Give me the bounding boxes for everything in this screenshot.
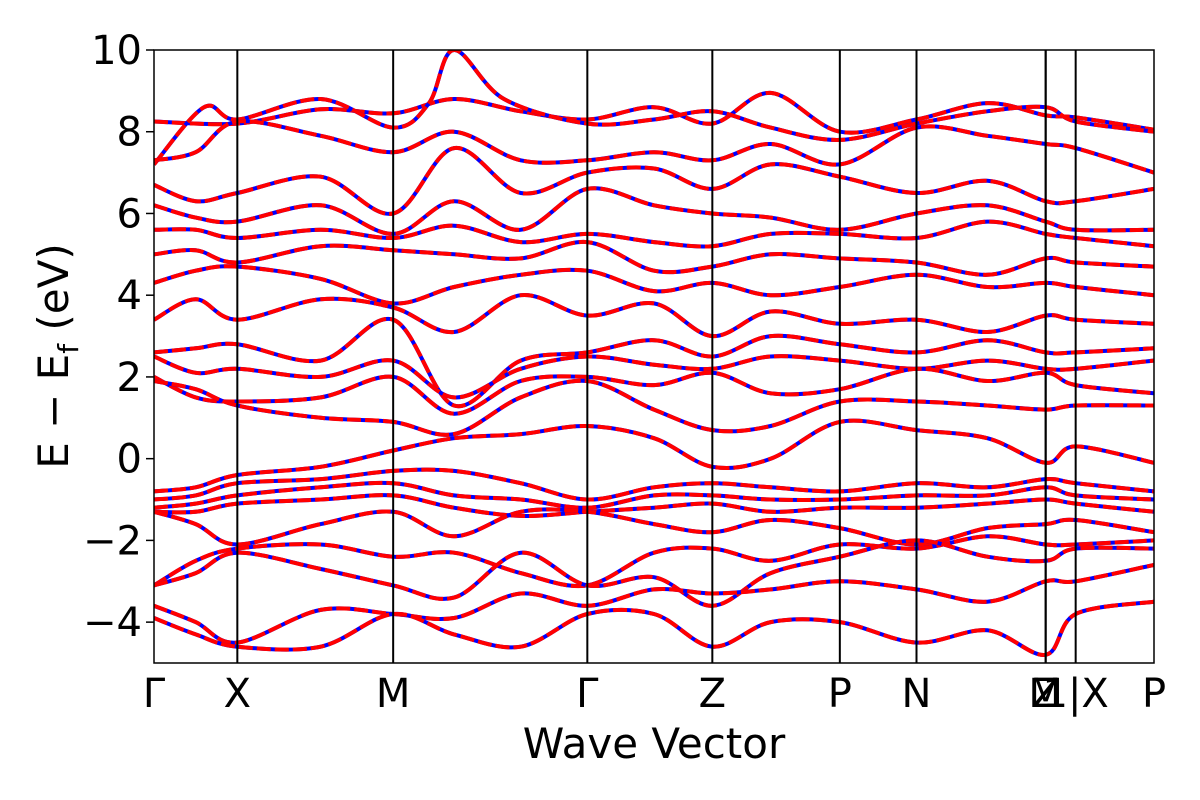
- band-line-red: [154, 50, 1154, 166]
- x-tick-label: X: [224, 671, 251, 717]
- bands-group: [154, 50, 1154, 657]
- x-tick-label: P: [1142, 671, 1166, 717]
- band-line-red: [154, 378, 1154, 437]
- x-tick-label: M: [1028, 671, 1063, 717]
- band-line-red: [154, 119, 1154, 175]
- plot-area: [154, 50, 1154, 663]
- band-line-red: [154, 493, 1154, 518]
- y-tick-label: 4: [117, 273, 142, 319]
- x-axis-ticks: Γ X M Γ Z P N ZM1|X P: [143, 671, 1166, 717]
- band-line-red: [154, 90, 1154, 135]
- band-line-red: [154, 186, 1154, 236]
- y-tick-label: −2: [83, 518, 142, 564]
- y-tick-label: 2: [117, 355, 142, 401]
- band-line-red: [154, 366, 1154, 416]
- band-line-red: [154, 354, 1154, 400]
- band-line-red: [154, 534, 1154, 589]
- plot-frame: [153, 49, 1155, 664]
- x-tick-label: P: [828, 671, 852, 717]
- y-tick-label: 0: [117, 437, 142, 483]
- x-tick-label: Z: [1032, 671, 1059, 717]
- x-axis-label: Wave Vector: [523, 719, 786, 768]
- kpoint-lines: [236, 50, 1077, 663]
- band-line-red: [154, 507, 1154, 547]
- band-line-red: [154, 219, 1154, 249]
- y-axis-label-unit: (eV): [29, 243, 78, 344]
- band-line-red: [154, 316, 1154, 409]
- x-tick-label: N: [902, 671, 932, 717]
- band-line-red: [154, 418, 1154, 494]
- x-tick-label: M: [376, 671, 411, 717]
- x-tick-label: 1|X: [1043, 671, 1109, 717]
- y-tick-label: 6: [117, 191, 142, 237]
- x-tick-label: Γ: [576, 671, 599, 717]
- band-line-red: [154, 562, 1154, 645]
- x-tick-label: Z: [699, 671, 726, 717]
- x-tick-label: Γ: [143, 671, 166, 717]
- y-tick-label: 8: [117, 110, 142, 156]
- band-line-red: [154, 599, 1154, 657]
- y-axis-label-main: E − E: [29, 354, 78, 469]
- band-line-red: [154, 538, 1154, 608]
- band-line-red: [154, 240, 1154, 277]
- band-line-red: [154, 467, 1154, 502]
- y-axis-label: E − Ef (eV): [29, 243, 85, 469]
- band-line-red: [154, 264, 1154, 306]
- band-line-red: [154, 293, 1154, 339]
- y-tick-label: 10: [91, 28, 142, 74]
- band-line-red: [154, 480, 1154, 510]
- y-axis-label-sub: f: [52, 343, 85, 354]
- band-line-red: [154, 146, 1154, 216]
- y-tick-label: −4: [83, 600, 142, 646]
- y-axis-ticks: −4 −2 0 2 4 6 8 10: [83, 28, 154, 646]
